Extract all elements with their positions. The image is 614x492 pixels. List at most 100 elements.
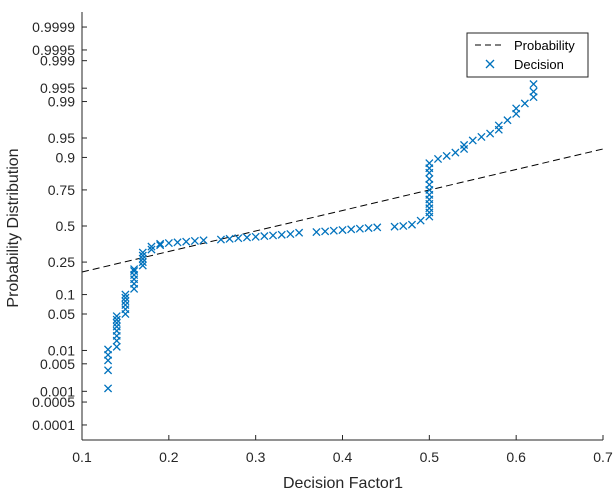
y-tick-label: 0.0005	[32, 394, 75, 410]
y-tick-label: 0.99	[48, 94, 75, 110]
decision-point	[277, 230, 286, 239]
y-tick-label: 0.995	[40, 80, 75, 96]
y-tick-label: 0.01	[48, 342, 75, 358]
decision-point	[121, 297, 130, 306]
x-axis-label: Decision Factor1	[283, 475, 403, 492]
decision-point	[468, 136, 477, 145]
decision-point	[529, 80, 538, 89]
x-tick-label: 0.6	[506, 449, 526, 465]
decision-point	[121, 300, 130, 310]
decision-point	[138, 248, 147, 257]
y-tick-label: 0.001	[40, 383, 75, 399]
decision-point	[112, 312, 121, 321]
decision-point	[182, 237, 191, 246]
decision-point	[138, 261, 147, 270]
decision-point	[225, 234, 234, 243]
decision-point	[147, 242, 156, 251]
decision-point	[425, 159, 434, 168]
decision-point	[112, 342, 121, 351]
decision-point	[173, 238, 182, 247]
decision-point	[147, 245, 156, 254]
decision-point	[529, 87, 538, 96]
decision-point	[268, 231, 278, 240]
x-tick-label: 0.3	[246, 449, 266, 465]
y-tick-label: 0.9999	[32, 19, 75, 35]
decision-point	[347, 225, 356, 234]
decision-point	[156, 241, 165, 250]
x-tick-label: 0.5	[420, 449, 440, 465]
decision-point	[112, 318, 121, 327]
decision-point	[338, 225, 347, 235]
decision-point	[373, 223, 382, 232]
legend-box	[466, 32, 589, 78]
decision-point	[121, 293, 130, 302]
decision-point	[355, 224, 364, 233]
decision-point	[112, 322, 121, 331]
decision-point	[156, 239, 165, 248]
y-tick-label: 0.5	[56, 218, 76, 234]
decision-point	[251, 232, 260, 241]
decision-point	[121, 290, 130, 299]
decision-point	[103, 384, 113, 393]
decision-point	[312, 227, 321, 237]
decision-point	[295, 228, 304, 237]
decision-point	[138, 251, 147, 260]
y-tick-label: 0.1	[56, 287, 76, 303]
x-tick-label: 0.4	[333, 449, 353, 465]
decision-point	[138, 258, 147, 267]
decision-point	[442, 151, 451, 160]
decision-point	[416, 216, 425, 225]
decision-point	[190, 236, 199, 246]
decision-point	[407, 220, 417, 229]
y-tick-label: 0.9995	[32, 42, 75, 58]
decision-point	[321, 227, 330, 236]
legend: Probability Decision	[466, 32, 589, 78]
decision-point	[199, 236, 208, 245]
decision-point	[130, 266, 139, 276]
decision-point	[520, 99, 529, 108]
decision-point	[216, 235, 225, 244]
legend-probability-label: Probability	[514, 38, 575, 53]
probability-reference-line	[81, 148, 604, 273]
decision-point	[103, 366, 113, 375]
decision-point	[242, 233, 252, 242]
decision-point	[460, 140, 469, 150]
decision-point	[112, 315, 121, 324]
decision-point	[260, 232, 269, 241]
decision-point	[364, 223, 373, 233]
y-tick-label: 0.95	[48, 130, 75, 146]
y-tick-label: 0.75	[48, 182, 75, 198]
decision-point	[399, 221, 408, 231]
y-axis-label: Probability Distribution	[5, 148, 22, 307]
plot-area	[81, 80, 604, 393]
decision-point	[390, 222, 399, 231]
decision-point	[433, 154, 443, 163]
decision-point	[164, 238, 173, 248]
legend-decision-swatch	[485, 59, 495, 69]
x-tick-label: 0.1	[72, 449, 92, 465]
decision-point	[425, 174, 434, 184]
decision-point	[503, 116, 512, 125]
decision-point	[286, 230, 295, 239]
x-tick-label: 0.7	[593, 449, 613, 465]
x-tick-label: 0.2	[159, 449, 179, 465]
decision-point	[234, 234, 243, 243]
decision-point	[494, 121, 503, 130]
decision-point	[130, 265, 139, 274]
decision-point	[329, 226, 338, 235]
decision-point	[138, 254, 147, 263]
decision-point	[451, 148, 460, 157]
decision-point	[512, 104, 521, 113]
legend-decision-label: Decision	[514, 57, 564, 72]
decision-point	[486, 129, 495, 138]
y-tick-label: 0.9	[56, 149, 76, 165]
decision-point	[477, 132, 486, 142]
y-tick-label: 0.999	[40, 53, 75, 69]
y-tick-label: 0.25	[48, 254, 75, 270]
y-tick-label: 0.005	[40, 356, 75, 372]
decision-point	[103, 345, 113, 354]
y-tick-label: 0.0001	[32, 417, 75, 433]
